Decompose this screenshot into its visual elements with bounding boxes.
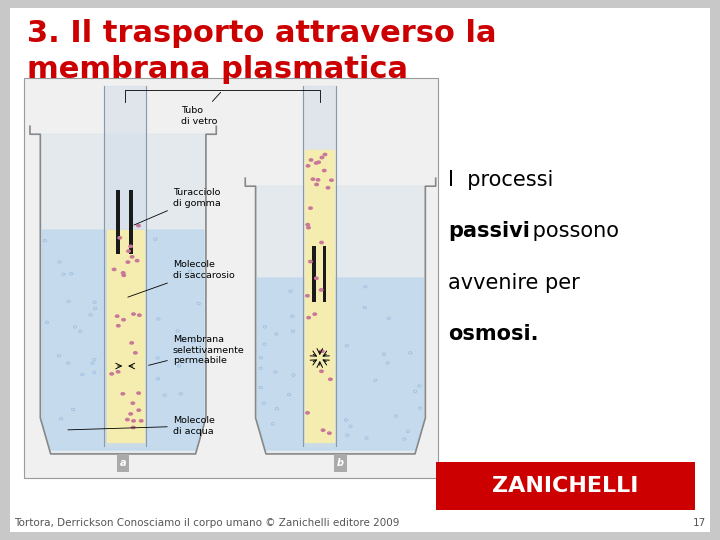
Circle shape <box>308 206 313 210</box>
Circle shape <box>136 408 141 412</box>
Circle shape <box>312 312 318 316</box>
Text: possono: possono <box>526 221 618 241</box>
Polygon shape <box>256 186 426 454</box>
Circle shape <box>306 226 311 230</box>
Circle shape <box>114 314 120 318</box>
Circle shape <box>126 249 131 253</box>
Text: Membrana
selettivamente
permeabile: Membrana selettivamente permeabile <box>148 335 245 366</box>
Polygon shape <box>40 134 206 454</box>
Text: passivi: passivi <box>448 221 530 241</box>
Circle shape <box>320 156 325 159</box>
Circle shape <box>316 160 321 164</box>
Circle shape <box>121 273 126 277</box>
Bar <box>334 454 346 472</box>
Circle shape <box>120 392 125 396</box>
Bar <box>323 246 326 302</box>
Polygon shape <box>258 278 423 450</box>
Circle shape <box>121 271 125 275</box>
Circle shape <box>130 401 135 405</box>
Circle shape <box>121 318 126 322</box>
Circle shape <box>314 276 319 280</box>
Circle shape <box>306 316 311 320</box>
Circle shape <box>136 392 141 395</box>
Circle shape <box>327 431 332 435</box>
Text: Molecole
di acqua: Molecole di acqua <box>68 416 215 436</box>
Circle shape <box>323 153 328 157</box>
Text: Turacciolo
di gomma: Turacciolo di gomma <box>134 188 220 225</box>
Circle shape <box>117 236 122 240</box>
Circle shape <box>328 377 333 381</box>
Circle shape <box>325 186 330 190</box>
Text: 17: 17 <box>693 518 706 528</box>
Text: ZANICHELLI: ZANICHELLI <box>492 476 639 496</box>
Circle shape <box>131 419 136 423</box>
Circle shape <box>125 418 130 422</box>
Bar <box>130 190 133 254</box>
Circle shape <box>112 267 117 271</box>
Circle shape <box>305 223 310 227</box>
Circle shape <box>137 313 142 317</box>
Circle shape <box>131 426 135 429</box>
Circle shape <box>135 259 140 262</box>
Circle shape <box>305 164 310 168</box>
Circle shape <box>319 241 324 245</box>
Circle shape <box>322 168 327 172</box>
Circle shape <box>319 288 324 292</box>
Text: osmosi.: osmosi. <box>448 324 539 344</box>
Bar <box>24 78 438 478</box>
Text: a: a <box>120 458 127 468</box>
Polygon shape <box>42 230 204 450</box>
Circle shape <box>315 178 320 181</box>
Circle shape <box>116 324 121 328</box>
Text: avvenire per: avvenire per <box>448 273 580 293</box>
Circle shape <box>125 260 130 264</box>
Circle shape <box>139 419 144 423</box>
Circle shape <box>310 177 315 181</box>
Bar <box>117 454 130 472</box>
Bar <box>312 246 315 302</box>
Circle shape <box>128 245 133 248</box>
Circle shape <box>329 178 334 182</box>
Bar <box>116 190 120 254</box>
Circle shape <box>109 372 114 376</box>
Circle shape <box>129 341 134 345</box>
Circle shape <box>136 224 141 227</box>
Text: 3. Il trasporto attraverso la
membrana plasmatica: 3. Il trasporto attraverso la membrana p… <box>27 19 497 84</box>
Text: Tubo
di vetro: Tubo di vetro <box>181 92 220 126</box>
Circle shape <box>314 161 319 165</box>
Circle shape <box>305 294 310 298</box>
Circle shape <box>116 370 121 374</box>
Text: b: b <box>337 458 344 468</box>
Text: I  processi: I processi <box>448 170 553 190</box>
Circle shape <box>128 412 133 416</box>
Circle shape <box>133 351 138 355</box>
Bar <box>436 462 695 510</box>
Circle shape <box>319 369 324 373</box>
Circle shape <box>130 255 135 259</box>
Text: Molecole
di saccarosio: Molecole di saccarosio <box>128 260 235 297</box>
Circle shape <box>320 428 325 432</box>
Circle shape <box>305 411 310 415</box>
Circle shape <box>308 260 313 264</box>
Circle shape <box>314 183 319 186</box>
Circle shape <box>309 158 313 162</box>
Circle shape <box>320 349 325 353</box>
Text: Tortora, Derrickson Conosciamo il corpo umano © Zanichelli editore 2009: Tortora, Derrickson Conosciamo il corpo … <box>14 518 400 528</box>
Circle shape <box>131 312 136 316</box>
